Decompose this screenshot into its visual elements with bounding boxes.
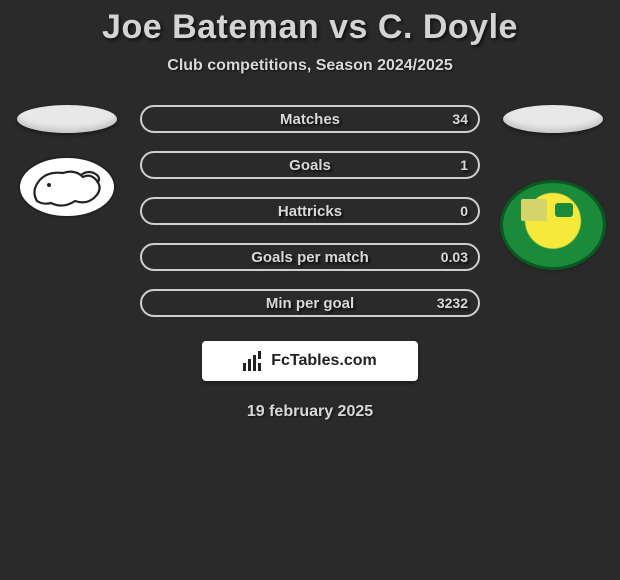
stat-value-right: 3232 [437, 295, 468, 311]
bars-icon [243, 351, 265, 371]
branding-text: FcTables.com [271, 352, 377, 370]
stat-label: Matches [280, 111, 340, 128]
comparison-card: Joe Bateman vs C. Doyle Club competition… [0, 0, 620, 421]
subtitle: Club competitions, Season 2024/2025 [0, 57, 620, 75]
stat-label: Hattricks [278, 203, 342, 220]
page-title: Joe Bateman vs C. Doyle [0, 8, 620, 47]
flag-right-icon [503, 105, 603, 133]
stat-bar: Goals per match 0.03 [140, 243, 480, 271]
stat-bar: Hattricks 0 [140, 197, 480, 225]
stat-label: Goals [289, 157, 331, 174]
stat-value-right: 0 [460, 203, 468, 219]
player1-name: Joe Bateman [102, 8, 319, 46]
stat-label: Goals per match [251, 249, 369, 266]
crest-right-icon [503, 183, 603, 267]
stat-value-right: 0.03 [441, 249, 468, 265]
stat-value-right: 34 [452, 111, 468, 127]
branding-badge: FcTables.com [202, 341, 418, 381]
player2-name: C. Doyle [378, 8, 518, 46]
stat-bar: Min per goal 3232 [140, 289, 480, 317]
team-left-column [12, 105, 122, 219]
stat-label: Min per goal [266, 295, 354, 312]
crest-left-icon [17, 155, 117, 219]
vs-separator: vs [329, 8, 368, 46]
flag-left-icon [17, 105, 117, 133]
stat-bar: Goals 1 [140, 151, 480, 179]
stat-bar: Matches 34 [140, 105, 480, 133]
date-label: 19 february 2025 [0, 403, 620, 421]
stat-value-right: 1 [460, 157, 468, 173]
comparison-body: Matches 34 Goals 1 Hattricks 0 Goals per… [0, 105, 620, 317]
team-right-column [498, 105, 608, 267]
stat-bars: Matches 34 Goals 1 Hattricks 0 Goals per… [140, 105, 480, 317]
